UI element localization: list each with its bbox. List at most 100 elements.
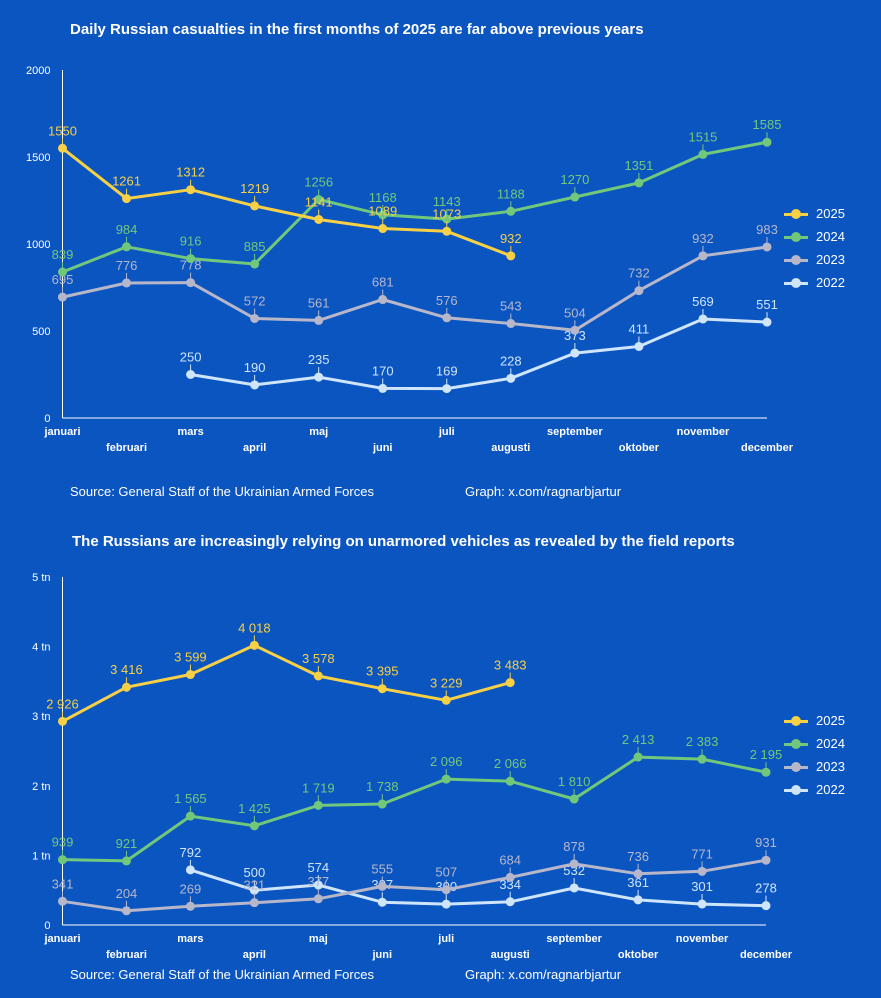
data-point-2023: [441, 885, 451, 895]
data-point-2023: [633, 869, 643, 879]
x-tick-label: juli: [438, 426, 455, 438]
data-label-2025: 1219: [240, 181, 269, 196]
data-point-2024: [442, 214, 452, 224]
data-label-2023: 341: [52, 876, 74, 891]
legend-swatch: [784, 784, 808, 796]
data-label-2022: 411: [629, 321, 650, 336]
data-label-2024: 839: [52, 247, 74, 262]
data-point-2024: [441, 774, 451, 784]
data-point-2023: [697, 866, 707, 876]
data-label-2023: 507: [435, 865, 457, 880]
data-point-2025: [250, 201, 260, 211]
data-point-2025: [121, 682, 131, 692]
legend-item-2023: 2023: [784, 755, 845, 778]
data-label-2025: 1089: [368, 204, 397, 219]
data-point-2025: [313, 671, 323, 681]
x-tick-label: mars: [177, 426, 203, 438]
data-point-2022: [633, 895, 643, 905]
data-point-2022: [313, 880, 323, 890]
data-label-2024: 1 425: [238, 801, 271, 816]
data-point-2022: [442, 384, 452, 394]
data-label-2025: 3 578: [302, 651, 335, 666]
data-label-2023: 684: [499, 852, 521, 867]
data-label-2024: 1515: [688, 129, 717, 144]
data-label-2024: 2 066: [494, 756, 527, 771]
data-label-2023: 736: [627, 849, 649, 864]
series-2023: 341 204 269 321 377 555 507 684 878 736 771 931: [52, 835, 777, 916]
data-label-2022: 373: [564, 328, 586, 343]
data-point-2024: [570, 192, 580, 202]
data-point-2023: [634, 286, 644, 296]
data-label-2025: 1550: [48, 123, 77, 138]
data-point-2024: [505, 776, 515, 786]
data-point-2025: [314, 214, 324, 224]
casualties-line-chart: 0 500 1000 1500 2000 januari februari mars april…: [26, 65, 794, 454]
data-point-2024: [313, 800, 323, 810]
data-label-2024: 1270: [560, 172, 589, 187]
data-point-2022: [762, 317, 772, 327]
data-point-2024: [58, 267, 67, 277]
x-tick-label: mars: [177, 933, 203, 945]
y-tick-label: 3 tn: [32, 711, 50, 723]
y-tick-label: 1500: [26, 152, 50, 164]
x-tick-label: september: [546, 933, 602, 945]
data-label-2022: 228: [500, 353, 522, 368]
data-label-2023: 572: [244, 293, 266, 308]
y-tick-label: 2 tn: [32, 781, 50, 793]
data-point-2023: [761, 855, 771, 865]
data-label-2023: 983: [756, 222, 778, 237]
data-label-2025: 3 483: [494, 658, 527, 673]
y-tick-label: 1000: [26, 239, 50, 251]
data-point-2022: [505, 897, 515, 907]
series-line-2024: [61, 140, 768, 274]
x-tick-label: april: [243, 442, 266, 454]
chart-legend: 2025 2024 2023 2022: [784, 709, 845, 801]
data-point-2024: [569, 794, 579, 804]
data-label-2022: 532: [563, 863, 585, 878]
data-point-2023: [377, 881, 387, 891]
data-label-2023: 555: [371, 861, 393, 876]
data-label-2022: 500: [244, 865, 266, 880]
data-label-2024: 984: [116, 222, 138, 237]
x-tick-label: februari: [106, 442, 147, 454]
source-note: Source: General Staff of the Ukrainian A…: [70, 967, 374, 982]
data-label-2024: 1 719: [302, 780, 335, 795]
x-tick-label: november: [677, 426, 730, 438]
data-label-2022: 551: [756, 297, 778, 312]
data-label-2023: 695: [52, 272, 74, 287]
data-point-2022: [698, 314, 708, 324]
data-label-2024: 2 096: [430, 754, 463, 769]
data-point-2022: [185, 865, 195, 875]
series-2023: 695 776 778 572 561 681 576 543 504 732 932 983: [52, 222, 778, 335]
x-tick-label: december: [741, 442, 794, 454]
data-point-2023: [185, 901, 195, 911]
vehicles-line-chart: 0 1 tn 2 tn 3 tn 4 tn 5 tn januari februari mars…: [32, 572, 793, 961]
series-line-2023: [62, 245, 768, 332]
data-label-2024: 1143: [433, 194, 461, 209]
data-label-2025: 4 018: [238, 620, 271, 635]
data-label-2022: 361: [627, 875, 649, 890]
data-point-2025: [378, 224, 388, 234]
x-tick-label: februari: [106, 949, 147, 961]
data-label-2024: 2 195: [750, 747, 783, 762]
data-label-2022: 278: [755, 881, 777, 896]
y-tick-label: 0: [44, 413, 50, 425]
data-point-2024: [186, 254, 196, 264]
data-point-2022: [506, 373, 516, 383]
x-tick-label: augusti: [491, 442, 530, 454]
data-label-2025: 3 229: [430, 675, 463, 690]
data-label-2022: 169: [436, 364, 458, 379]
data-point-2022: [378, 383, 388, 393]
chart-title: The Russians are increasingly relying on…: [72, 533, 735, 550]
x-tick-label: juli: [437, 933, 454, 945]
series-2025: 2 926 3 416 3 599 4 018 3 578 3 395 3 229 3 483: [46, 620, 526, 726]
data-point-2024: [762, 137, 772, 147]
data-label-2022: 190: [244, 360, 266, 375]
data-label-2023: 931: [755, 835, 777, 850]
legend-label: 2025: [816, 206, 845, 221]
data-label-2023: 561: [308, 295, 330, 310]
data-label-2024: 921: [116, 836, 138, 851]
data-point-2025: [185, 670, 195, 680]
data-label-2023: 543: [500, 299, 522, 314]
data-label-2023: 771: [691, 846, 713, 861]
